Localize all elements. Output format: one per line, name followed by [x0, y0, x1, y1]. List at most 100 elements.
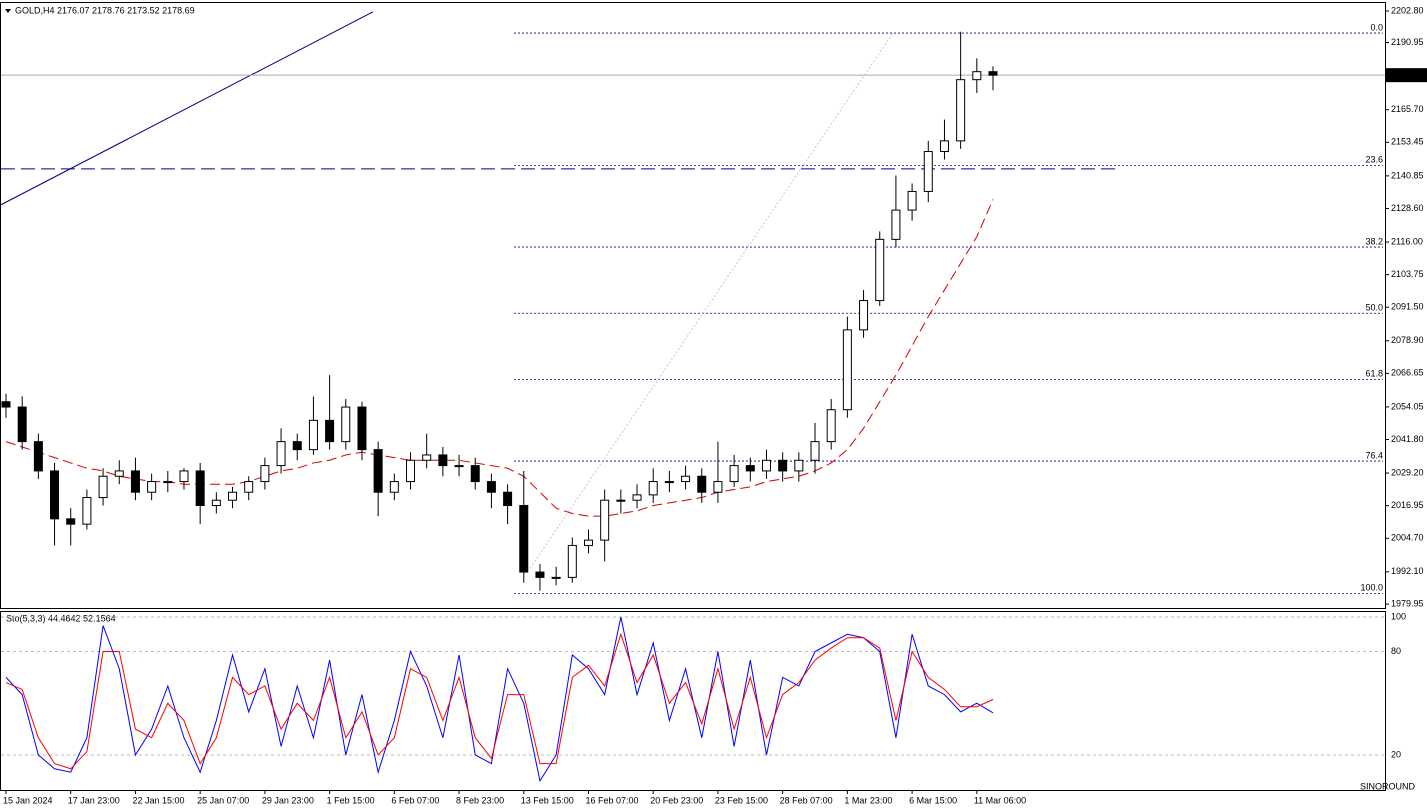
candle-body — [98, 475, 108, 499]
watermark: SINOROUND — [1360, 781, 1416, 791]
candle-body — [600, 499, 610, 541]
candle-body — [276, 441, 286, 467]
y-tick-label: 2016.95 — [1391, 500, 1424, 510]
candle-body — [875, 238, 885, 302]
candle-body — [114, 470, 124, 477]
candle-body — [632, 494, 642, 501]
candle-body — [373, 449, 383, 493]
y-tick-label: 2078.90 — [1391, 335, 1424, 345]
stoch-tick-label: 100 — [1391, 611, 1406, 621]
candle-body — [163, 481, 173, 484]
symbol-header: GOLD,H4 2176.07 2178.76 2173.52 2178.69 — [15, 5, 195, 15]
candle-body — [519, 505, 529, 573]
candle-body — [1, 401, 11, 408]
x-tick-label: 29 Jan 23:00 — [262, 795, 314, 805]
x-tick-label: 22 Jan 15:00 — [132, 795, 184, 805]
y-tick-label: 2004.70 — [1391, 533, 1424, 543]
candle-body — [891, 209, 901, 240]
stoch-line — [5, 632, 994, 770]
y-tick-label: 2041.80 — [1391, 434, 1424, 444]
symbol-menu-icon[interactable] — [5, 9, 11, 13]
fib-label: 23.6 — [1365, 155, 1383, 165]
candle-body — [745, 465, 755, 472]
candle-body — [729, 465, 739, 483]
fib-label: 38.2 — [1365, 236, 1383, 246]
x-tick-label: 13 Feb 15:00 — [521, 795, 574, 805]
x-tick-label: 1 Feb 15:00 — [327, 795, 375, 805]
x-tick-label: 8 Feb 23:00 — [456, 795, 504, 805]
candle-body — [859, 300, 869, 331]
candle-body — [842, 329, 852, 411]
price-panel — [0, 2, 1386, 609]
fib-label: 0.0 — [1370, 22, 1383, 32]
candle-body — [422, 454, 432, 461]
y-tick-label: 2140.85 — [1391, 170, 1424, 180]
stoch-tick-label: 20 — [1391, 749, 1401, 759]
candle-body — [82, 497, 92, 525]
x-tick-label: 6 Feb 07:00 — [391, 795, 439, 805]
current-price-box — [1386, 68, 1427, 83]
candle-body — [778, 459, 788, 472]
candle-body — [648, 481, 658, 496]
candle-body — [616, 499, 626, 502]
candle-body — [211, 499, 221, 507]
y-tick-label: 2066.65 — [1391, 368, 1424, 378]
candle-body — [147, 481, 157, 493]
candle-body — [179, 470, 189, 483]
candle-body — [923, 151, 933, 192]
candle-body — [50, 470, 60, 520]
x-tick-label: 6 Mar 15:00 — [909, 795, 957, 805]
x-tick-label: 16 Feb 07:00 — [585, 795, 638, 805]
candle-body — [195, 470, 205, 507]
candle-body — [308, 419, 318, 451]
candle-body — [810, 441, 820, 461]
candle-body — [535, 571, 545, 578]
candle-body — [956, 79, 966, 142]
candle-body — [438, 454, 448, 467]
candle-body — [357, 406, 367, 451]
candle-body — [907, 190, 917, 211]
x-tick-label: 1 Mar 23:00 — [844, 795, 892, 805]
candle-body — [988, 71, 998, 76]
fib-label: 76.4 — [1365, 450, 1383, 460]
y-tick-label: 2165.70 — [1391, 104, 1424, 114]
x-tick-label: 20 Feb 23:00 — [650, 795, 703, 805]
candle-body — [567, 544, 577, 578]
candle-body — [583, 539, 593, 546]
candle-body — [33, 441, 43, 472]
y-tick-label: 2190.95 — [1391, 37, 1424, 47]
candle-body — [503, 491, 513, 507]
candle-body — [341, 406, 351, 443]
x-tick-label: 11 Mar 06:00 — [974, 795, 1026, 805]
candle-body — [697, 475, 707, 493]
x-tick-label: 23 Feb 15:00 — [715, 795, 768, 805]
fib-label: 100.0 — [1360, 583, 1383, 593]
y-tick-label: 1979.95 — [1391, 599, 1424, 609]
candle-body — [761, 459, 771, 472]
fib-label: 50.0 — [1365, 303, 1383, 313]
candle-body — [664, 481, 674, 484]
candle-body — [486, 481, 496, 493]
y-tick-label: 2054.05 — [1391, 401, 1424, 411]
y-tick-label: 2103.75 — [1391, 269, 1424, 279]
candle-body — [260, 465, 270, 483]
y-tick-label: 2153.45 — [1391, 137, 1424, 147]
candle-body — [794, 459, 804, 472]
y-tick-label: 2202.80 — [1391, 5, 1424, 15]
candle-body — [292, 441, 302, 451]
candle-body — [130, 470, 140, 493]
stoch-line — [5, 616, 994, 783]
y-tick-label: 2029.20 — [1391, 467, 1424, 477]
candle-body — [939, 140, 949, 153]
x-tick-label: 17 Jan 23:00 — [68, 795, 120, 805]
candle-body — [454, 465, 464, 468]
x-tick-label: 28 Feb 07:00 — [780, 795, 833, 805]
candle-body — [228, 491, 238, 501]
candle-body — [406, 459, 416, 483]
stoch-panel — [0, 611, 1386, 791]
candle-body — [17, 406, 27, 443]
candle-body — [972, 71, 982, 81]
y-tick-label: 2128.60 — [1391, 203, 1424, 213]
candle-body — [713, 481, 723, 493]
